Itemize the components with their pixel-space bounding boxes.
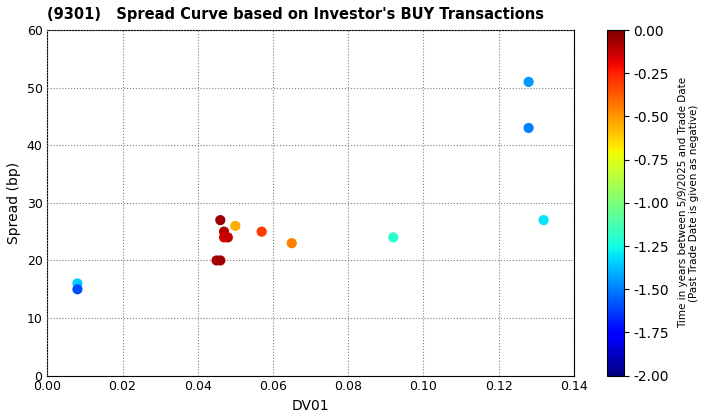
Y-axis label: Time in years between 5/9/2025 and Trade Date
(Past Trade Date is given as negat: Time in years between 5/9/2025 and Trade… xyxy=(678,77,699,328)
Point xyxy=(211,257,222,264)
Point xyxy=(523,125,534,131)
Point xyxy=(387,234,399,241)
Point xyxy=(222,234,233,241)
X-axis label: DV01: DV01 xyxy=(292,399,329,413)
Point xyxy=(230,223,241,229)
Point xyxy=(538,217,549,223)
Point xyxy=(218,228,230,235)
Point xyxy=(286,240,297,247)
Point xyxy=(218,234,230,241)
Point xyxy=(72,286,84,293)
Text: (9301)   Spread Curve based on Investor's BUY Transactions: (9301) Spread Curve based on Investor's … xyxy=(48,7,544,22)
Point xyxy=(215,217,226,223)
Point xyxy=(215,257,226,264)
Point xyxy=(72,280,84,287)
Point xyxy=(523,79,534,85)
Y-axis label: Spread (bp): Spread (bp) xyxy=(7,162,21,244)
Point xyxy=(256,228,267,235)
